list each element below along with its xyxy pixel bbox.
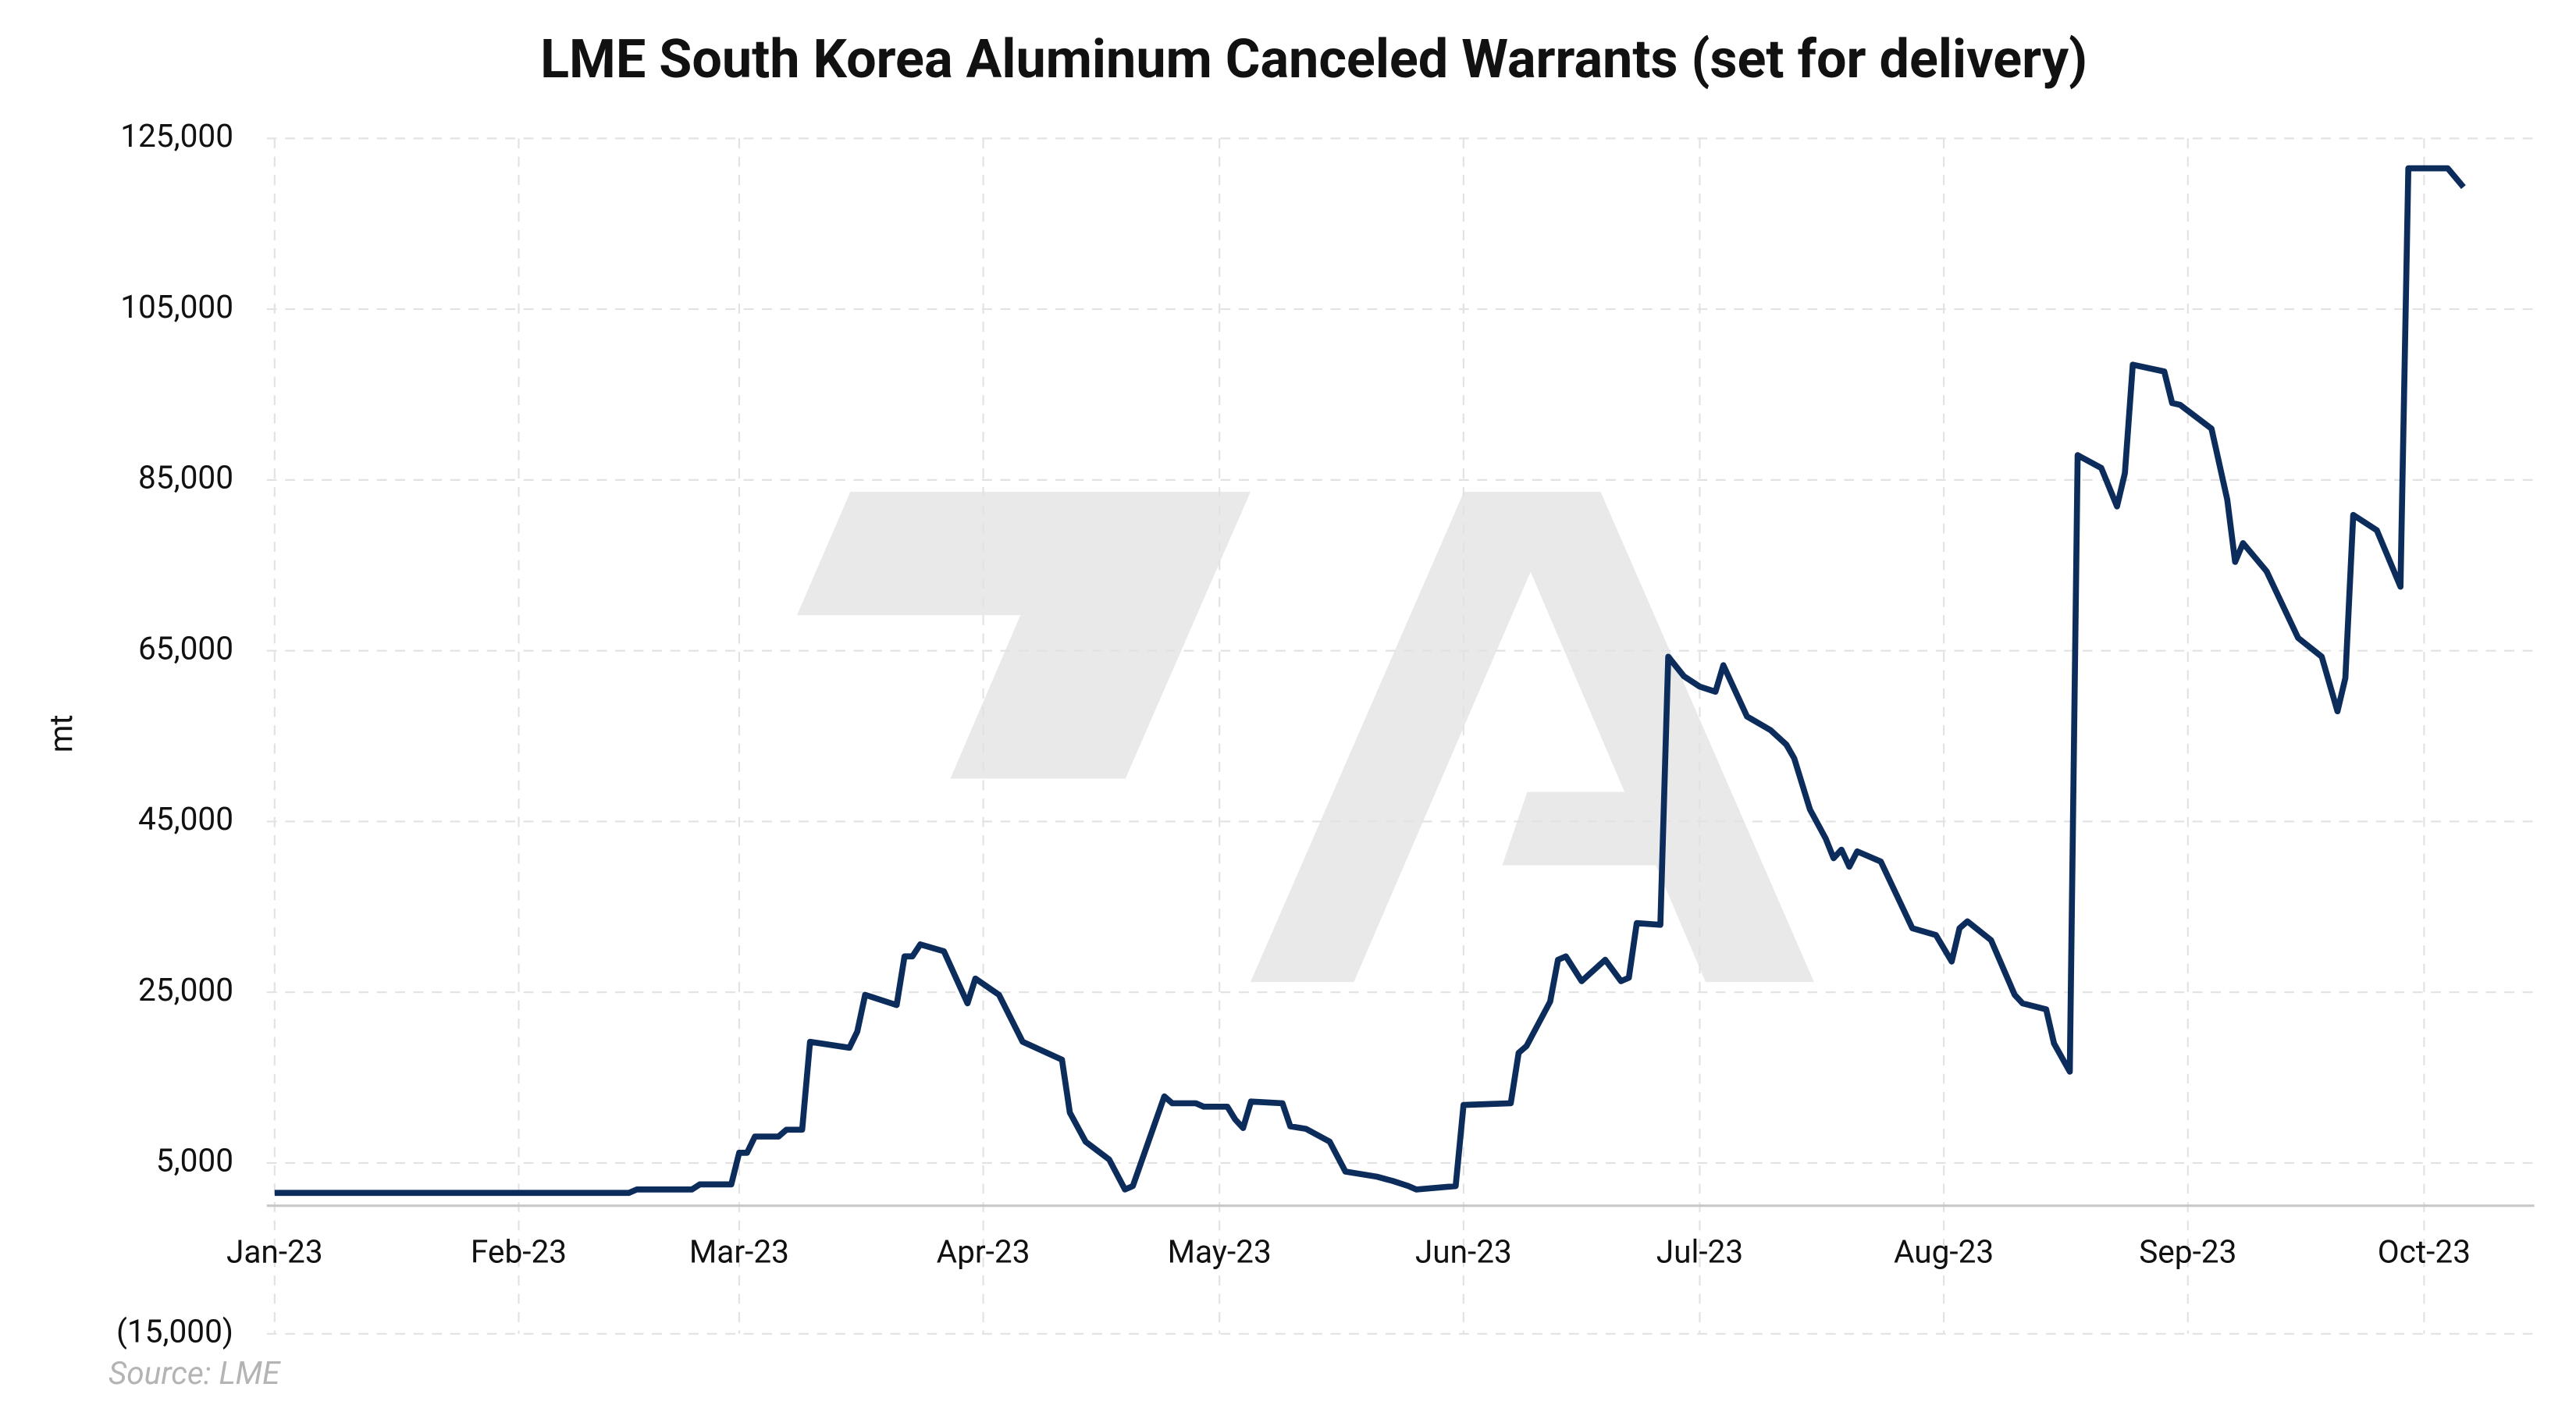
- y-tick-label: (15,000): [116, 1312, 233, 1350]
- watermark-shape: [1502, 791, 1674, 866]
- watermark-shape: [1250, 492, 1814, 983]
- y-axis-label: mt: [42, 714, 80, 752]
- y-tick-label: 65,000: [138, 629, 233, 667]
- x-tick-label: Oct-23: [2378, 1232, 2471, 1270]
- y-tick-label: 105,000: [120, 288, 233, 325]
- watermark-shape: [796, 492, 1251, 779]
- x-tick-label: Jan-23: [226, 1232, 323, 1270]
- source-note: Source: LME: [109, 1354, 281, 1392]
- x-tick-label: Apr-23: [937, 1232, 1030, 1270]
- watermark: [796, 492, 1814, 983]
- y-tick-label: 25,000: [138, 971, 233, 1008]
- grid: [266, 137, 2535, 1335]
- chart-title: LME South Korea Aluminum Canceled Warran…: [540, 28, 2087, 91]
- x-tick-label: Sep-23: [2139, 1232, 2236, 1270]
- x-tick-label: Jul-23: [1656, 1232, 1743, 1270]
- y-tick-label: 5,000: [156, 1142, 233, 1179]
- y-tick-label: 85,000: [138, 459, 233, 496]
- data-line: [274, 165, 2466, 1197]
- y-tick-label: 125,000: [120, 117, 233, 155]
- x-tick-label: Feb-23: [471, 1232, 567, 1270]
- y-tick-label: 45,000: [138, 800, 233, 838]
- x-tick-label: Jun-23: [1415, 1232, 1512, 1270]
- x-tick-label: May-23: [1168, 1232, 1272, 1270]
- x-tick-label: Mar-23: [689, 1232, 789, 1270]
- x-tick-label: Aug-23: [1894, 1232, 1994, 1270]
